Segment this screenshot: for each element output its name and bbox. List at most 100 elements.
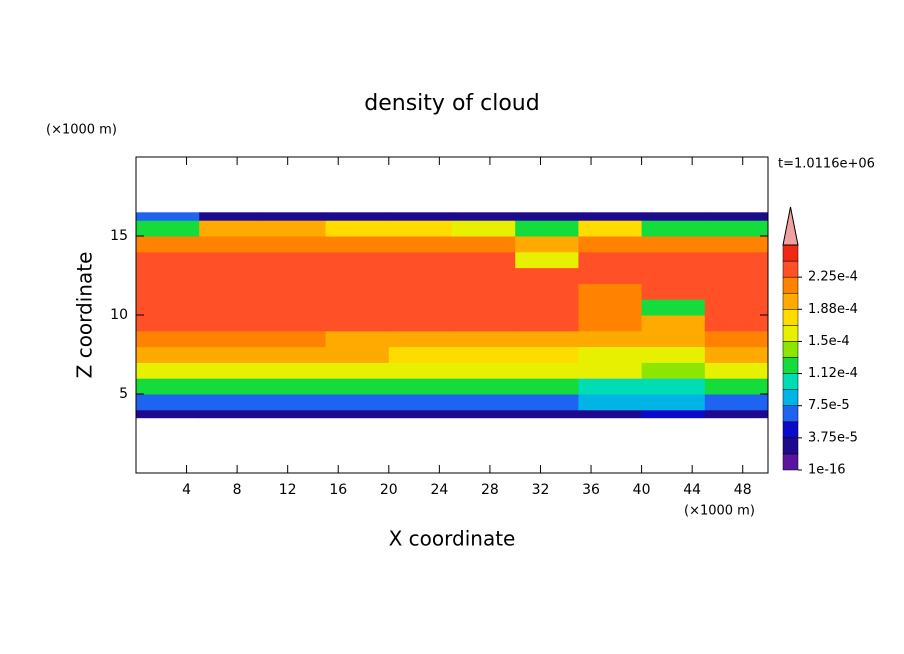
- cell: [452, 315, 516, 332]
- x-tick-label: 20: [380, 482, 398, 498]
- field: [136, 212, 769, 419]
- cell: [199, 283, 263, 300]
- cell: [262, 378, 327, 395]
- colorbar-label: 3.75e-5: [808, 430, 858, 445]
- y-unit: (×1000 m): [46, 123, 117, 138]
- x-unit: (×1000 m): [684, 504, 755, 519]
- cell: [641, 236, 706, 253]
- cell: [136, 220, 200, 237]
- colorbar-label: 7.5e-5: [808, 398, 850, 413]
- cell: [578, 346, 643, 363]
- cell: [641, 362, 706, 379]
- cell: [515, 394, 579, 411]
- cell: [262, 362, 327, 379]
- colorbar-box: [782, 341, 799, 358]
- cell: [388, 409, 453, 419]
- cell: [199, 330, 263, 348]
- x-tick-label: 12: [279, 482, 297, 498]
- x-tick-label: 32: [532, 482, 550, 498]
- colorbar-box: [782, 437, 799, 455]
- cell: [262, 315, 327, 332]
- subtitle: t=1.0116e+06: [778, 157, 875, 172]
- cell: [641, 212, 706, 221]
- cell: [704, 251, 769, 269]
- colorbar-box: [782, 421, 799, 439]
- cell: [704, 394, 769, 411]
- x-tick-label: 48: [734, 482, 752, 498]
- cell: [641, 267, 706, 284]
- cell: [136, 283, 200, 300]
- colorbar-box: [782, 292, 799, 310]
- cell: [199, 299, 263, 316]
- cell: [136, 267, 200, 284]
- cell: [199, 315, 263, 332]
- cell: [199, 378, 263, 395]
- cell: [262, 220, 327, 237]
- cell: [641, 299, 706, 316]
- cell: [641, 346, 706, 363]
- x-tick-label: 28: [481, 482, 499, 498]
- cell: [704, 283, 769, 300]
- cell: [704, 267, 769, 284]
- colorbar-label: 1e-16: [808, 463, 846, 478]
- cell: [325, 299, 390, 316]
- cell: [325, 236, 390, 253]
- colorbar-box: [782, 260, 799, 278]
- cell: [199, 409, 263, 419]
- cell: [325, 394, 390, 411]
- cell: [325, 212, 390, 221]
- cell: [136, 346, 200, 363]
- cell: [704, 409, 769, 419]
- cell: [199, 212, 263, 221]
- cell: [578, 394, 643, 411]
- cell: [262, 394, 327, 411]
- cell: [262, 251, 327, 269]
- cell: [704, 299, 769, 316]
- cell: [262, 346, 327, 363]
- chart-title: density of cloud: [364, 91, 539, 116]
- cell: [704, 330, 769, 348]
- cell: [388, 236, 453, 253]
- cell: [136, 330, 200, 348]
- cell: [515, 362, 579, 379]
- cell: [388, 362, 453, 379]
- cell: [388, 212, 453, 221]
- cell: [641, 409, 706, 419]
- cell: [199, 267, 263, 284]
- cell: [578, 236, 643, 253]
- cell: [452, 378, 516, 395]
- cell: [136, 236, 200, 253]
- colorbar-box: [782, 373, 799, 390]
- cell: [262, 409, 327, 419]
- colorbar-box: [782, 309, 799, 326]
- cell: [704, 346, 769, 363]
- cell: [325, 330, 390, 348]
- cell: [515, 283, 579, 300]
- cell: [388, 220, 453, 237]
- cell: [515, 315, 579, 332]
- x-tick-label: 44: [683, 482, 701, 498]
- x-tick-label: 8: [233, 482, 242, 498]
- cell: [515, 378, 579, 395]
- cell: [136, 251, 200, 269]
- cell: [199, 220, 263, 237]
- cell: [452, 212, 516, 221]
- cell: [515, 409, 579, 419]
- cell: [388, 251, 453, 269]
- cell: [262, 283, 327, 300]
- cell: [452, 394, 516, 411]
- cell: [136, 378, 200, 395]
- colorbar-box: [782, 276, 799, 294]
- cell: [452, 283, 516, 300]
- cell: [388, 394, 453, 411]
- colorbar-box: [782, 357, 799, 374]
- cell: [641, 315, 706, 332]
- cell: [704, 315, 769, 332]
- cell: [578, 330, 643, 348]
- cell: [452, 251, 516, 269]
- cell: [452, 330, 516, 348]
- cell: [704, 236, 769, 253]
- colorbar-box: [782, 244, 799, 262]
- cell: [578, 220, 643, 237]
